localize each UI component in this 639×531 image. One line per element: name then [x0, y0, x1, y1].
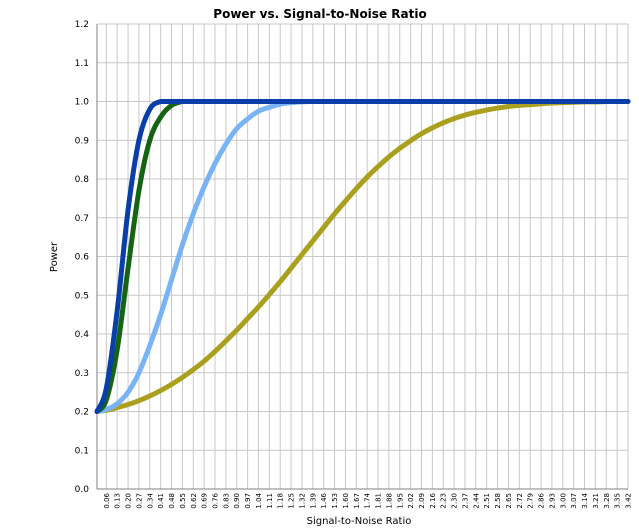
y-axis-label: Power [49, 241, 60, 272]
x-tick-label: 1.25 [288, 493, 296, 509]
x-tick-label: 2.09 [418, 493, 426, 509]
x-tick-label: 0.62 [190, 493, 198, 509]
x-tick-label: 0.76 [212, 492, 220, 508]
x-tick-label: 0.34 [146, 492, 154, 508]
y-tick-label: 1.0 [75, 98, 90, 108]
x-tick-label: 2.72 [516, 493, 524, 509]
x-tick-label: 0.27 [135, 493, 143, 509]
y-tick-label: 0.8 [75, 175, 90, 185]
y-tick-label: 0.7 [75, 214, 89, 224]
x-tick-label: 2.44 [472, 492, 480, 508]
series [94, 99, 631, 414]
y-tick-label: 0.5 [75, 291, 89, 301]
x-tick-label: 2.79 [527, 493, 535, 509]
x-tick-label: 1.81 [375, 493, 383, 509]
x-tick-label: 0.97 [244, 493, 252, 509]
y-tick-labels: 0.0 0.1 0.2 0.3 0.4 0.5 0.6 0.7 0.8 0.9 1.0 1.1 1.2 [75, 20, 90, 495]
x-tick-label: 2.02 [407, 493, 415, 509]
x-tick-labels: 0.06 0.13 0.20 0.27 0.34 0.41 0.48 0.55 0.62 0.69… [103, 492, 633, 508]
x-tick-label: 1.46 [320, 492, 328, 508]
x-tick-label: 2.23 [440, 493, 448, 509]
x-tick-label: 0.13 [114, 493, 122, 509]
x-tick-label: 2.51 [483, 493, 491, 509]
x-tick-label: 0.20 [125, 493, 133, 509]
y-tick-label: 0.1 [75, 446, 89, 456]
chart-title: Power vs. Signal-to-Noise Ratio [213, 7, 426, 21]
x-tick-label: 3.00 [559, 493, 567, 509]
y-tick-label: 0.9 [75, 136, 90, 146]
series-line-1 [94, 99, 631, 414]
x-tick-label: 1.88 [385, 493, 393, 509]
y-tick-label: 0.6 [75, 253, 90, 263]
x-tick-label: 0.90 [233, 493, 241, 509]
x-tick-label: 0.69 [201, 493, 209, 509]
x-tick-label: 3.14 [581, 492, 589, 508]
x-tick-label: 0.48 [168, 493, 176, 509]
x-tick-label: 3.07 [570, 493, 578, 509]
x-tick-label: 3.42 [625, 493, 633, 509]
x-tick-label: 2.30 [451, 493, 459, 509]
x-tick-label: 1.18 [277, 493, 285, 509]
x-tick-label: 1.04 [255, 492, 263, 508]
x-tick-label: 2.58 [494, 493, 502, 509]
x-tick-label: 1.53 [331, 493, 339, 509]
y-tick-label: 0.0 [75, 485, 90, 495]
y-tick-label: 0.4 [75, 330, 90, 340]
x-tick-label: 2.65 [505, 493, 513, 509]
x-tick-label: 2.16 [429, 492, 437, 508]
y-tick-label: 0.2 [75, 408, 89, 418]
x-tick-label: 3.28 [603, 493, 611, 509]
x-tick-label: 1.74 [364, 492, 372, 508]
x-tick-label: 1.11 [266, 493, 274, 509]
x-tick-label: 0.83 [222, 493, 230, 509]
x-tick-label: 1.60 [342, 493, 350, 509]
x-tick-label: 1.95 [396, 493, 404, 509]
x-axis-label: Signal-to-Noise Ratio [307, 516, 412, 527]
x-tick-label: 1.32 [298, 493, 306, 509]
x-tick-label: 3.35 [614, 493, 622, 509]
x-tick-label: 2.86 [538, 492, 546, 508]
x-tick-label: 2.93 [548, 493, 556, 509]
y-tick-label: 1.2 [75, 20, 89, 30]
y-tick-label: 1.1 [75, 59, 89, 69]
x-tick-label: 3.21 [592, 493, 600, 509]
x-tick-label: 0.06 [103, 492, 111, 508]
x-tick-label: 1.39 [309, 493, 317, 509]
x-tick-label: 0.55 [179, 493, 187, 509]
x-tick-label: 1.67 [353, 493, 361, 509]
y-tick-label: 0.3 [75, 369, 89, 379]
x-tick-label: 2.37 [461, 493, 469, 509]
x-tick-label: 0.41 [157, 493, 165, 509]
